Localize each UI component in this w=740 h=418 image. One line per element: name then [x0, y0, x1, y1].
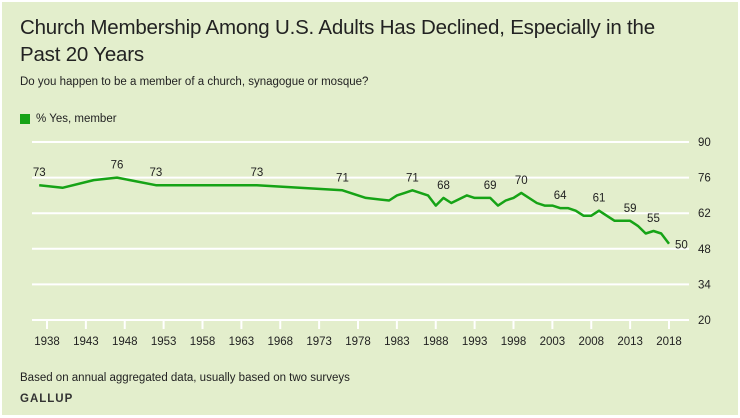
y-tick-label: 34: [698, 279, 711, 291]
data-label: 71: [336, 172, 349, 184]
x-tick-label: 1978: [345, 336, 371, 348]
gridlines: [32, 141, 689, 321]
x-tick-label: 1953: [151, 336, 177, 348]
chart-subtitle: Do you happen to be a member of a church…: [20, 76, 369, 88]
data-label: 69: [484, 180, 497, 192]
legend-swatch-icon: [20, 114, 30, 124]
data-label: 55: [647, 213, 660, 225]
series-group: [39, 176, 670, 245]
y-tick-label: 62: [698, 208, 711, 220]
chart-title: Church Membership Among U.S. Adults Has …: [20, 16, 655, 66]
x-tick-label: 1973: [306, 336, 332, 348]
x-tick-label: 1943: [73, 336, 99, 348]
x-tick-label: 2018: [656, 336, 682, 348]
data-label: 59: [624, 203, 637, 215]
data-label: 73: [251, 167, 264, 179]
y-tick-label: 20: [698, 315, 711, 327]
series-line: [39, 176, 670, 245]
data-label: 76: [111, 160, 124, 172]
x-tick-label: 1948: [112, 336, 138, 348]
data-label: 71: [406, 172, 419, 184]
x-axis: 1938 1943 1948 1953 1958 1963 1968 1973 1978 1983…: [34, 320, 682, 348]
x-tick-label: 1988: [423, 336, 449, 348]
data-label: 68: [437, 180, 450, 192]
x-tick-label: 1938: [34, 336, 60, 348]
data-label: 50: [675, 240, 688, 252]
x-tick-label: 1958: [190, 336, 216, 348]
x-tick-label: 2008: [578, 336, 604, 348]
y-axis: 20 34 48 62 76 90: [698, 137, 711, 327]
y-tick-label: 76: [698, 173, 711, 185]
legend: % Yes, member: [20, 113, 117, 125]
data-label: 73: [33, 167, 46, 179]
x-tick-label: 1998: [501, 336, 527, 348]
x-tick-label: 2013: [617, 336, 643, 348]
y-tick-label: 48: [698, 244, 711, 256]
data-labels: 73 76 73 73 71 71 68 69 70 64 61 59 55 50: [33, 160, 688, 252]
data-label: 73: [149, 167, 162, 179]
footnote: Based on annual aggregated data, usually…: [20, 372, 350, 384]
x-tick-label: 1968: [267, 336, 293, 348]
y-tick-label: 90: [698, 137, 711, 149]
x-tick-label: 1963: [229, 336, 255, 348]
x-tick-label: 2003: [540, 336, 566, 348]
data-label: 64: [554, 190, 567, 202]
legend-label: % Yes, member: [36, 113, 117, 125]
data-label: 61: [593, 193, 606, 205]
x-tick-label: 1983: [384, 336, 410, 348]
x-tick-label: 1993: [462, 336, 488, 348]
brand-logo: GALLUP: [20, 393, 74, 405]
data-label: 70: [515, 175, 528, 187]
